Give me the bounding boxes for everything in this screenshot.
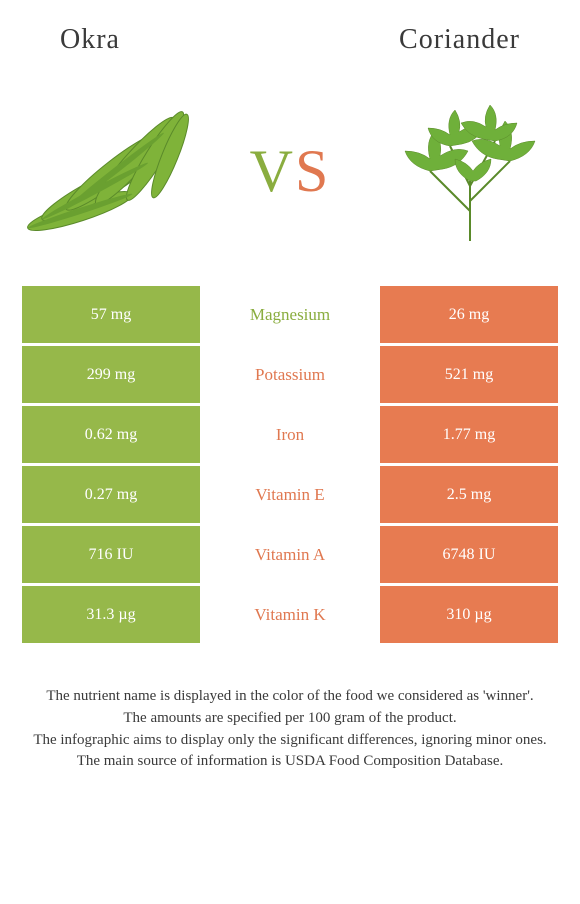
value-right: 310 µg — [380, 586, 558, 643]
table-row: 31.3 µgVitamin K310 µg — [22, 586, 558, 643]
nutrient-name: Magnesium — [200, 286, 380, 343]
footer-line: The main source of information is USDA F… — [24, 751, 556, 773]
title-right: Coriander — [399, 24, 520, 56]
nutrient-name: Iron — [200, 406, 380, 463]
footer-line: The amounts are specified per 100 gram o… — [24, 708, 556, 730]
footer-line: The nutrient name is displayed in the co… — [24, 686, 556, 708]
value-right: 26 mg — [380, 286, 558, 343]
header: Okra Coriander — [0, 0, 580, 66]
nutrient-name: Vitamin K — [200, 586, 380, 643]
table-row: 0.27 mgVitamin E2.5 mg — [22, 466, 558, 523]
nutrient-name: Vitamin E — [200, 466, 380, 523]
vs-s: S — [295, 138, 330, 204]
value-right: 6748 IU — [380, 526, 558, 583]
value-left: 57 mg — [22, 286, 200, 343]
coriander-image — [380, 91, 560, 251]
hero-row: VS — [0, 66, 580, 286]
value-right: 2.5 mg — [380, 466, 558, 523]
vs-label: VS — [250, 137, 331, 206]
value-left: 0.27 mg — [22, 466, 200, 523]
value-left: 31.3 µg — [22, 586, 200, 643]
footer-notes: The nutrient name is displayed in the co… — [0, 646, 580, 773]
table-row: 716 IUVitamin A6748 IU — [22, 526, 558, 583]
okra-image — [20, 91, 200, 251]
value-left: 0.62 mg — [22, 406, 200, 463]
nutrient-name: Vitamin A — [200, 526, 380, 583]
value-right: 521 mg — [380, 346, 558, 403]
nutrient-name: Potassium — [200, 346, 380, 403]
value-right: 1.77 mg — [380, 406, 558, 463]
table-row: 299 mgPotassium521 mg — [22, 346, 558, 403]
nutrient-table: 57 mgMagnesium26 mg299 mgPotassium521 mg… — [0, 286, 580, 643]
table-row: 57 mgMagnesium26 mg — [22, 286, 558, 343]
vs-v: V — [250, 138, 295, 204]
footer-line: The infographic aims to display only the… — [24, 730, 556, 752]
value-left: 299 mg — [22, 346, 200, 403]
table-row: 0.62 mgIron1.77 mg — [22, 406, 558, 463]
title-left: Okra — [60, 24, 120, 56]
value-left: 716 IU — [22, 526, 200, 583]
